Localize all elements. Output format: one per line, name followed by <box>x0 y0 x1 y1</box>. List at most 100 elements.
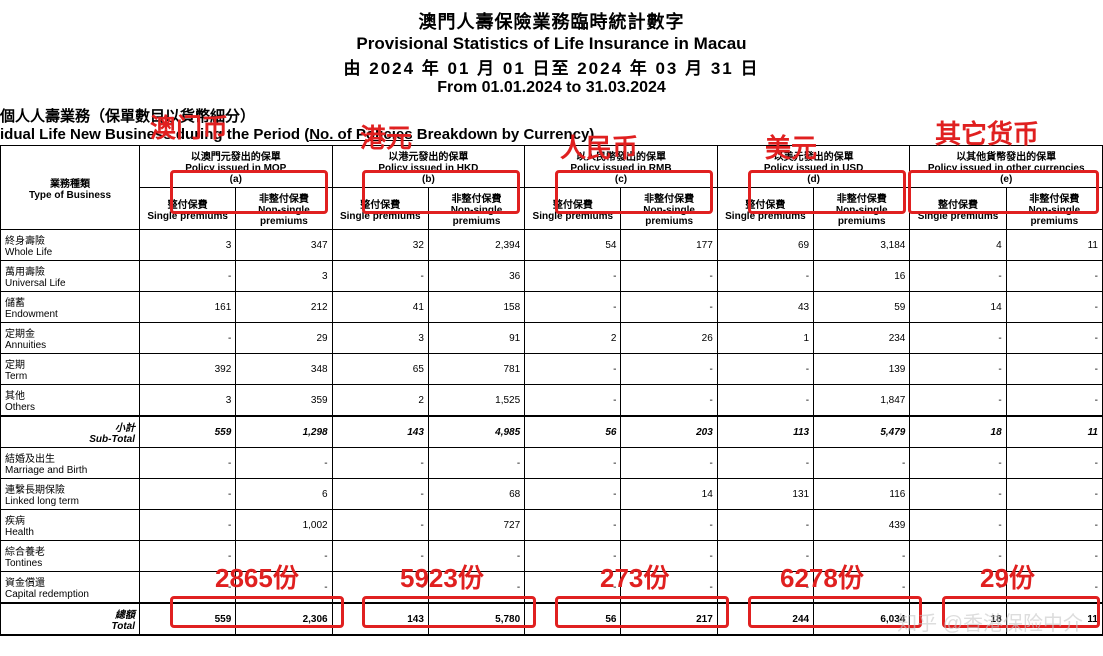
data-cell: 6 <box>236 479 332 510</box>
row-label: 疾病Health <box>1 510 140 541</box>
data-cell: - <box>910 479 1006 510</box>
table-row: 定期金Annuities-293912261234-- <box>1 323 1103 354</box>
row-label: 連繫長期保險Linked long term <box>1 479 140 510</box>
hdr-non-single-premiums: 非整付保費Non-single premiums <box>428 188 524 230</box>
data-cell: 217 <box>621 603 717 635</box>
data-cell: - <box>236 448 332 479</box>
data-cell: - <box>910 261 1006 292</box>
row-label: 綜合養老Tontines <box>1 541 140 572</box>
data-cell: - <box>621 448 717 479</box>
data-cell: - <box>140 572 236 604</box>
data-cell: - <box>140 323 236 354</box>
data-cell: - <box>332 448 428 479</box>
data-cell: 131 <box>717 479 813 510</box>
data-cell: 781 <box>428 354 524 385</box>
hdr-single-premiums: 整付保費Single premiums <box>717 188 813 230</box>
data-cell: 2 <box>332 385 428 417</box>
data-cell: - <box>525 479 621 510</box>
data-cell: - <box>621 292 717 323</box>
data-cell: 3 <box>332 323 428 354</box>
title-cn: 澳門人壽保險業務臨時統計數字 <box>0 8 1103 34</box>
row-label: 總額Total <box>1 603 140 635</box>
data-cell: - <box>717 354 813 385</box>
table-row: 連繫長期保險Linked long term-6-68-14131116-- <box>1 479 1103 510</box>
data-cell: 2,306 <box>236 603 332 635</box>
data-cell: 18 <box>910 416 1006 448</box>
subheading-en-pre: idual Life New Business during the Perio… <box>0 126 309 143</box>
hdr-rmb: 以人民幣發出的保單Policy issued in RMB(c) <box>525 146 718 188</box>
data-cell: - <box>1006 479 1102 510</box>
data-cell: 41 <box>332 292 428 323</box>
data-cell: - <box>814 572 910 604</box>
data-cell: 727 <box>428 510 524 541</box>
data-cell: - <box>236 572 332 604</box>
data-cell: 4,985 <box>428 416 524 448</box>
data-cell: 3 <box>140 385 236 417</box>
subheading: 個人人壽業務（保單數目以貨幣細分） idual Life New Busines… <box>0 105 1103 143</box>
hdr-oth: 以其他貨幣發出的保單Policy issued in other currenc… <box>910 146 1103 188</box>
data-cell: 5,780 <box>428 603 524 635</box>
table-row: 終身壽險Whole Life3347322,39454177693,184411 <box>1 230 1103 261</box>
data-cell: 143 <box>332 603 428 635</box>
data-cell: 3 <box>236 261 332 292</box>
data-cell: 212 <box>236 292 332 323</box>
hdr-non-single-premiums: 非整付保費Non-single premiums <box>621 188 717 230</box>
data-cell: - <box>717 261 813 292</box>
data-cell: - <box>525 292 621 323</box>
data-cell: - <box>525 385 621 417</box>
data-cell: 59 <box>814 292 910 323</box>
data-cell: - <box>1006 261 1102 292</box>
data-cell: - <box>1006 323 1102 354</box>
data-cell: - <box>717 448 813 479</box>
row-label: 定期Term <box>1 354 140 385</box>
subheading-cn: 個人人壽業務（保單數目以貨幣細分） <box>0 108 255 125</box>
row-label: 資金償還Capital redemption <box>1 572 140 604</box>
data-cell: 91 <box>428 323 524 354</box>
hdr-single-premiums: 整付保費Single premiums <box>525 188 621 230</box>
data-cell: - <box>428 572 524 604</box>
data-cell: - <box>717 541 813 572</box>
data-cell: - <box>910 448 1006 479</box>
row-label: 定期金Annuities <box>1 323 140 354</box>
data-cell: - <box>1006 448 1102 479</box>
data-cell: - <box>910 354 1006 385</box>
data-cell: - <box>1006 572 1102 604</box>
data-cell: - <box>621 261 717 292</box>
data-cell: - <box>717 385 813 417</box>
table-row: 小計Sub-Total5591,2981434,985562031135,479… <box>1 416 1103 448</box>
data-cell: 244 <box>717 603 813 635</box>
data-cell: 6,034 <box>814 603 910 635</box>
data-cell: 559 <box>140 603 236 635</box>
data-cell: - <box>525 572 621 604</box>
title-date-en: From 01.01.2024 to 31.03.2024 <box>0 79 1103 97</box>
data-cell: - <box>332 479 428 510</box>
subheading-en-underline: No. of Policies <box>309 126 412 143</box>
data-cell: - <box>1006 541 1102 572</box>
data-cell: - <box>525 354 621 385</box>
data-cell: 113 <box>717 416 813 448</box>
data-cell: - <box>332 541 428 572</box>
data-cell: 347 <box>236 230 332 261</box>
data-cell: - <box>140 510 236 541</box>
data-cell: - <box>910 541 1006 572</box>
hdr-usd: 以美元發出的保單Policy issued in USD(d) <box>717 146 910 188</box>
data-cell: - <box>621 541 717 572</box>
data-cell: 3 <box>140 230 236 261</box>
data-cell: - <box>621 385 717 417</box>
data-cell: 54 <box>525 230 621 261</box>
data-cell: - <box>140 541 236 572</box>
data-cell: - <box>1006 354 1102 385</box>
data-cell: 143 <box>332 416 428 448</box>
hdr-non-single-premiums: 非整付保費Non-single premiums <box>814 188 910 230</box>
data-cell: 56 <box>525 416 621 448</box>
row-label: 其他Others <box>1 385 140 417</box>
data-cell: - <box>717 572 813 604</box>
title-block: 澳門人壽保險業務臨時統計數字 Provisional Statistics of… <box>0 0 1103 97</box>
data-cell: 158 <box>428 292 524 323</box>
data-cell: 1,525 <box>428 385 524 417</box>
data-cell: - <box>525 448 621 479</box>
data-cell: - <box>814 541 910 572</box>
data-cell: - <box>814 448 910 479</box>
table-row: 疾病Health-1,002-727---439-- <box>1 510 1103 541</box>
data-cell: 2,394 <box>428 230 524 261</box>
